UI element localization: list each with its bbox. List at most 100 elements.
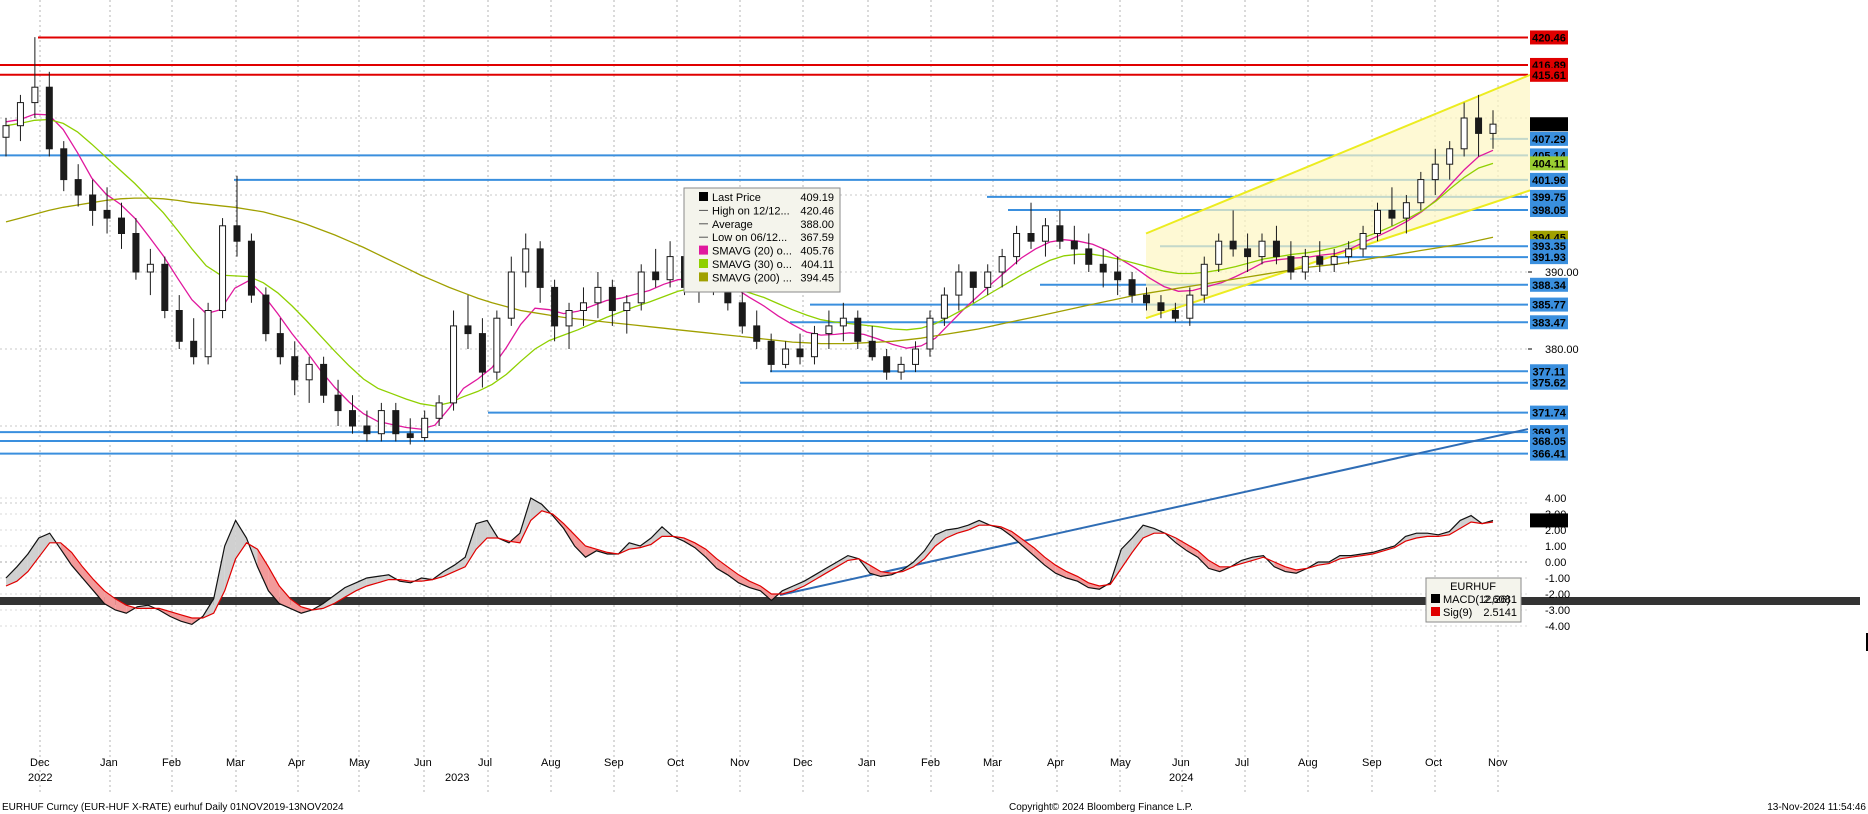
macd-fill-113 [1241,557,1253,564]
price-label-4: 407.29 [1530,131,1568,146]
candle-body-29 [421,417,429,439]
candle-65 [940,287,948,326]
candle-84 [1215,233,1223,272]
macd-fill-74 [815,568,827,580]
price-label-text-8: 399.75 [1532,192,1566,204]
candle-body-2 [31,86,39,104]
macd-fill-76 [836,555,848,567]
candle-21 [305,356,313,403]
candle-body-70 [1013,233,1021,258]
price-label-box-6 [1530,156,1568,171]
candle-89 [1287,241,1295,280]
macd-last-text: 2.6081 [1532,515,1566,527]
price-legend-row-4: SMAVG (20) o... 405.76 [699,245,834,258]
month-label-2: Feb [162,757,181,769]
price-label-text-2: 415.61 [1532,70,1566,82]
price-label-12: 391.93 [1530,250,1568,264]
macd-fill-1 [16,554,28,582]
month-label-23: Nov [1488,757,1508,769]
macd-legend-row-0: MACD(12,26)2.6081 [1431,594,1517,606]
candle-body-79 [1143,294,1151,304]
price-legend-row-5: SMAVG (30) o... 404.11 [699,259,834,271]
macd-fill-48 [530,498,542,521]
candle-97 [1402,195,1410,234]
price-label-9: 398.05 [1530,203,1568,218]
candle-body-5 [74,179,82,196]
macd-fill-75 [826,562,837,574]
month-label-4: Apr [288,757,305,769]
candle-body-101 [1460,117,1468,150]
month-label-3: Mar [226,757,245,769]
price-label-box-3 [1530,117,1568,132]
macd-fill-52 [574,534,586,558]
price-label-text-9: 398.05 [1532,205,1566,217]
candle-body-18 [262,294,270,335]
macd-tick-label-2: 2.00 [1545,525,1566,537]
macd-legend-label-1: Sig(9) [1443,607,1472,619]
macd-fill-7 [82,566,94,591]
macd-fill-66 [727,566,739,583]
macd-fill-47 [519,498,531,543]
month-label-18: Jun [1172,757,1190,769]
candle-body-99 [1431,163,1439,181]
candle-100 [1446,141,1454,180]
price-label-box-13 [1530,277,1568,292]
candle-body-89 [1287,256,1295,273]
macd-fill-88 [968,520,980,530]
macd-fill-86 [946,528,958,538]
candle-56 [810,325,818,365]
candle-body-96 [1388,209,1396,219]
macd-fill-2 [27,538,39,572]
candle-38 [551,279,559,342]
price-label-16: 377.11 [1530,364,1568,379]
candle-5 [74,164,82,207]
trend-channel [779,73,1531,596]
candle-body-33 [478,333,486,373]
candle-11 [161,256,169,319]
candle-body-31 [450,325,458,404]
candle-body-61 [883,356,891,373]
candle-body-76 [1099,263,1107,273]
price-label-7: 401.96 [1530,172,1568,187]
legend-value-0: 409.19 [800,192,834,204]
macd-fill-96 [1055,565,1067,578]
price-label-text-14: 385.77 [1532,300,1566,312]
macd-fill-0 [6,566,17,586]
candle-body-19 [276,333,284,358]
candle-body-3 [45,86,53,150]
price-label-box-16 [1530,364,1568,379]
candle-60 [868,325,876,361]
candle-75 [1085,233,1093,272]
candle-57 [825,310,833,349]
candle-82 [1186,287,1194,326]
month-label-20: Aug [1298,757,1318,769]
price-label-text-12: 391.93 [1532,252,1566,264]
price-label-text-18: 371.74 [1532,408,1567,420]
macd-last-marker [1866,633,1868,651]
candle-body-30 [435,402,443,419]
candle-body-14 [204,310,212,358]
price-label-17: 375.62 [1530,375,1568,390]
candle-body-56 [810,333,818,358]
macd-fill-24 [268,566,280,604]
candle-13 [190,318,198,365]
candle-body-8 [117,217,125,235]
price-label-box-8 [1530,189,1568,204]
month-label-5: May [349,757,370,769]
candle-51 [738,287,746,334]
candle-body-85 [1229,240,1237,250]
price-label-8: 399.75 [1530,189,1568,204]
candle-body-11 [161,263,169,311]
price-candles [2,37,1497,445]
price-legend-box [683,187,841,293]
candle-80 [1157,295,1165,319]
macd-tick-label-6: -2.00 [1545,589,1570,601]
candle-body-82 [1186,294,1194,319]
candle-body-93 [1345,248,1353,258]
price-legend-row-3: Low on 06/12... 367.59 [699,232,834,244]
candle-body-78 [1128,279,1136,296]
macd-fill-73 [804,574,816,586]
candle-27 [392,402,400,442]
macd-fill-29 [323,595,335,609]
candle-body-21 [305,363,313,381]
